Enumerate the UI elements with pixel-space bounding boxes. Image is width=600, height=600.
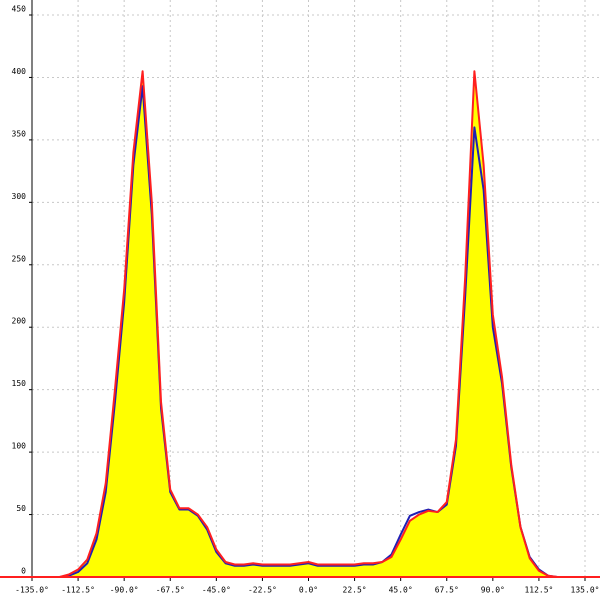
y-tick-label: 0 (21, 567, 26, 576)
y-tick-label: 250 (12, 254, 27, 263)
x-tick-label: 112.5° (524, 586, 553, 595)
x-tick-label: -22.5° (248, 586, 277, 595)
x-tick-label: 0.0° (299, 586, 318, 595)
grid (31, 0, 600, 578)
x-tick-label: -45.0° (202, 586, 231, 595)
y-tick-label: 150 (12, 379, 27, 388)
x-tick-label: -90.0° (110, 586, 139, 595)
x-tick-label: 45.0° (389, 586, 413, 595)
fills (32, 71, 585, 577)
series-line (32, 85, 585, 578)
lines (32, 70, 585, 578)
x-tick-label: -67.5° (156, 586, 185, 595)
y-tick-label: 350 (12, 129, 27, 138)
x-tick-label: 22.5° (343, 586, 367, 595)
y-tick-label: 100 (12, 442, 27, 451)
x-tick-label: 67.5° (435, 586, 459, 595)
x-tick-label: -135.0° (15, 586, 49, 595)
y-tick-label: 300 (12, 192, 27, 201)
y-tick-label: 450 (12, 5, 27, 14)
area-fill (32, 71, 585, 577)
y-tick-label: 50 (16, 504, 26, 513)
y-tick-label: 400 (12, 67, 27, 76)
y-tick-label: 200 (12, 317, 27, 326)
series-line (32, 70, 585, 578)
x-tick-label: -112.5° (61, 586, 95, 595)
x-tick-label: 135.0° (571, 586, 600, 595)
x-tick-label: 90.0° (481, 586, 505, 595)
